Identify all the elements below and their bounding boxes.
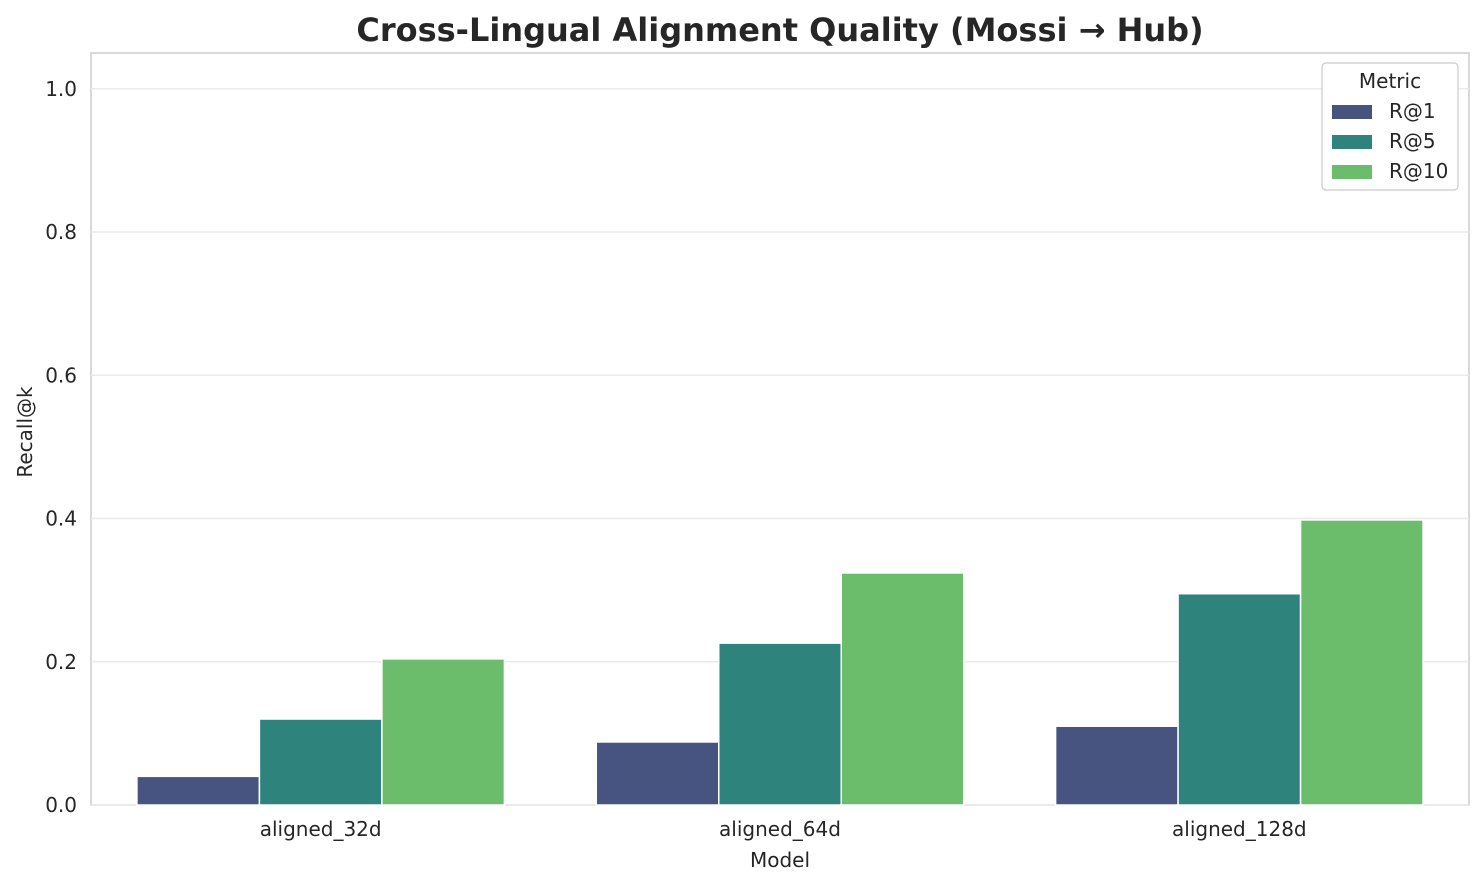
bar-r-at-1-aligned-64d: [595, 741, 720, 806]
y-tick-label: 0.8: [45, 220, 77, 244]
x-tick-label: aligned_128d: [1172, 817, 1307, 841]
bar-r-at-10-aligned-128d: [1299, 519, 1424, 806]
y-axis-label: Recall@k: [13, 386, 37, 478]
bar-r-at-5-aligned-64d: [718, 642, 842, 806]
bar-r-at-10-aligned-64d: [840, 572, 965, 806]
bar-r-at-10-aligned-32d: [381, 658, 506, 806]
legend-label: R@10: [1389, 159, 1448, 183]
bar-r-at-1-aligned-32d: [136, 775, 261, 806]
legend-box: [1321, 62, 1459, 191]
legend-label: R@5: [1389, 129, 1436, 153]
y-tick-label: 0.2: [45, 650, 77, 674]
y-axis-ticks: 0.0 0.2 0.4 0.6 0.8 1.0: [45, 77, 77, 817]
legend-title: Metric: [1359, 69, 1421, 93]
x-tick-label: aligned_32d: [260, 817, 382, 841]
x-axis-label: Model: [750, 848, 810, 872]
y-tick-label: 0.6: [45, 363, 77, 387]
legend-label: R@1: [1389, 99, 1436, 123]
legend-swatch: [1332, 105, 1372, 119]
y-tick-label: 0.4: [45, 507, 77, 531]
bar-r-at-5-aligned-128d: [1177, 592, 1302, 806]
legend-swatch: [1332, 165, 1372, 179]
plot-area: 0.0 0.2 0.4 0.6 0.8 1.0 aligned_32d aligned_64…: [45, 52, 1470, 841]
y-tick-label: 0.0: [45, 793, 77, 817]
bars: [136, 519, 1424, 806]
y-tick-label: 1.0: [45, 77, 77, 101]
legend: Metric R@1 R@5 R@10: [1321, 62, 1459, 191]
bar-r-at-5-aligned-32d: [258, 718, 383, 806]
bar-r-at-1-aligned-128d: [1054, 725, 1179, 806]
x-axis-ticks: aligned_32d aligned_64d aligned_128d: [260, 817, 1307, 841]
legend-swatch: [1332, 135, 1372, 149]
chart-title: Cross-Lingual Alignment Quality (Mossi →…: [356, 11, 1203, 49]
x-tick-label: aligned_64d: [719, 817, 841, 841]
